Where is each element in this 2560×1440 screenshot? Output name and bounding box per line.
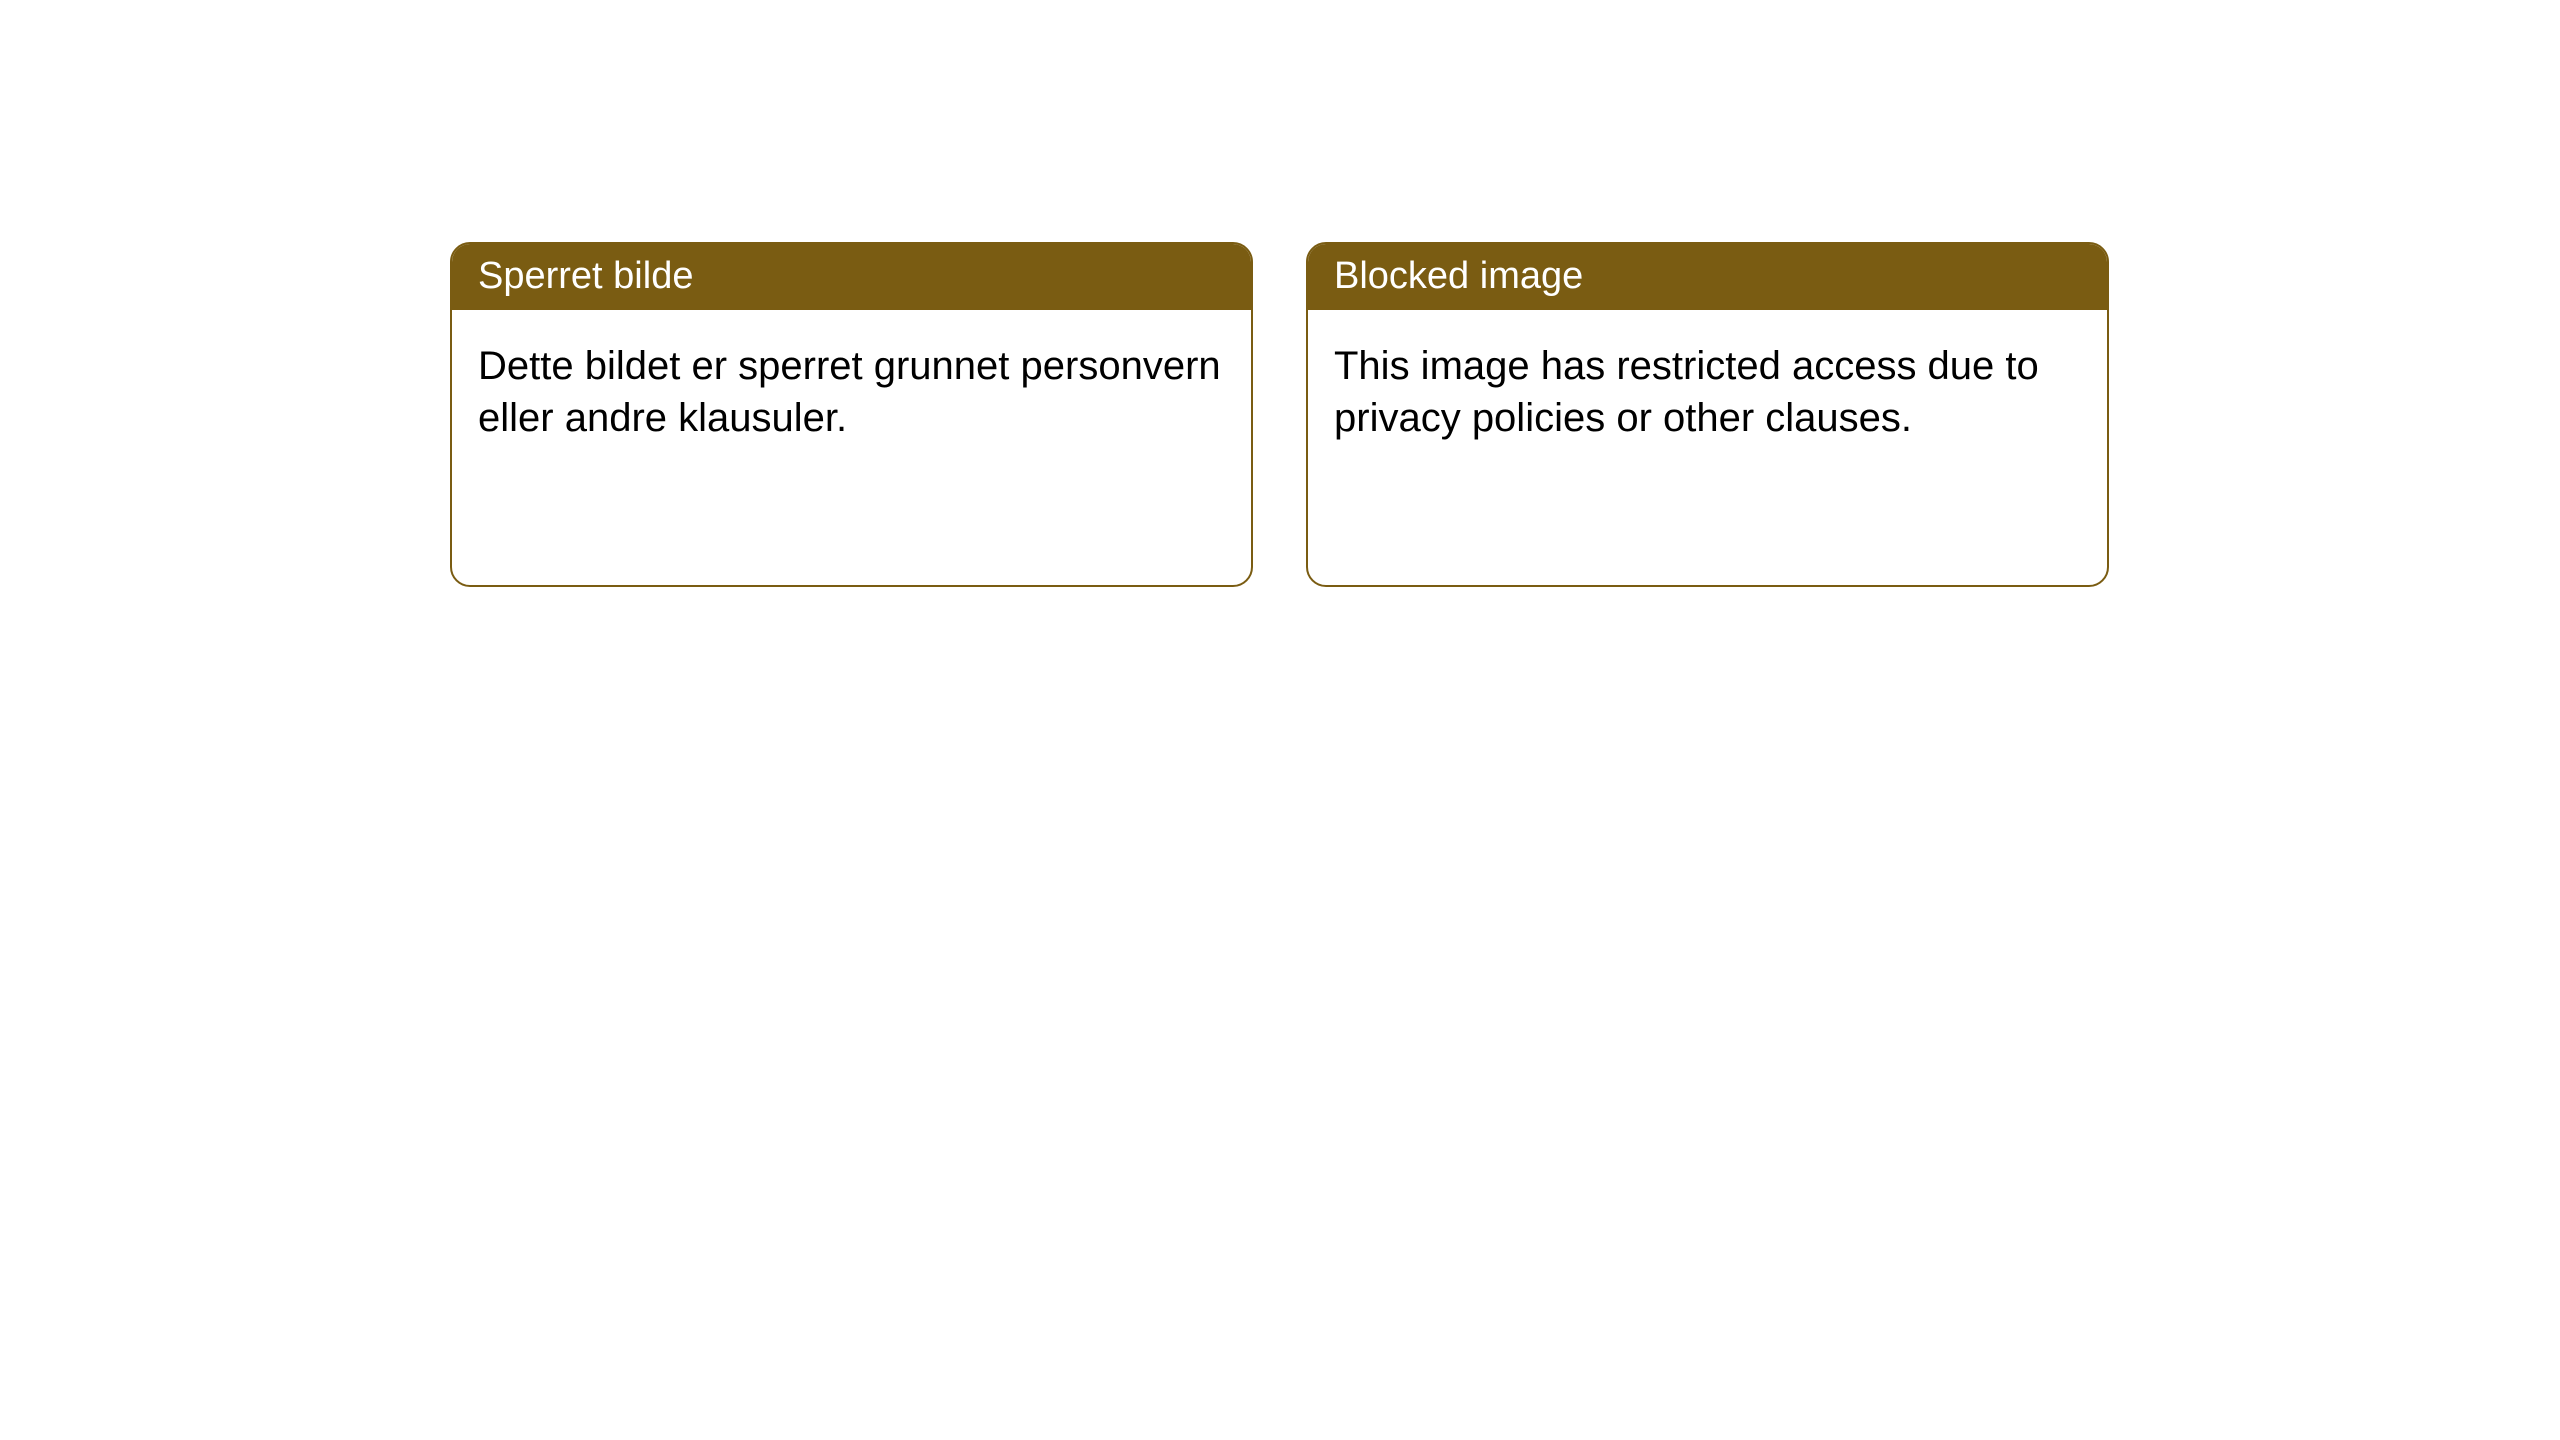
card-body: This image has restricted access due to …	[1308, 310, 2107, 585]
notice-card-english: Blocked image This image has restricted …	[1306, 242, 2109, 587]
card-header: Sperret bilde	[452, 244, 1251, 310]
notice-card-norwegian: Sperret bilde Dette bildet er sperret gr…	[450, 242, 1253, 587]
card-body: Dette bildet er sperret grunnet personve…	[452, 310, 1251, 585]
card-header: Blocked image	[1308, 244, 2107, 310]
notice-cards-container: Sperret bilde Dette bildet er sperret gr…	[450, 242, 2109, 587]
